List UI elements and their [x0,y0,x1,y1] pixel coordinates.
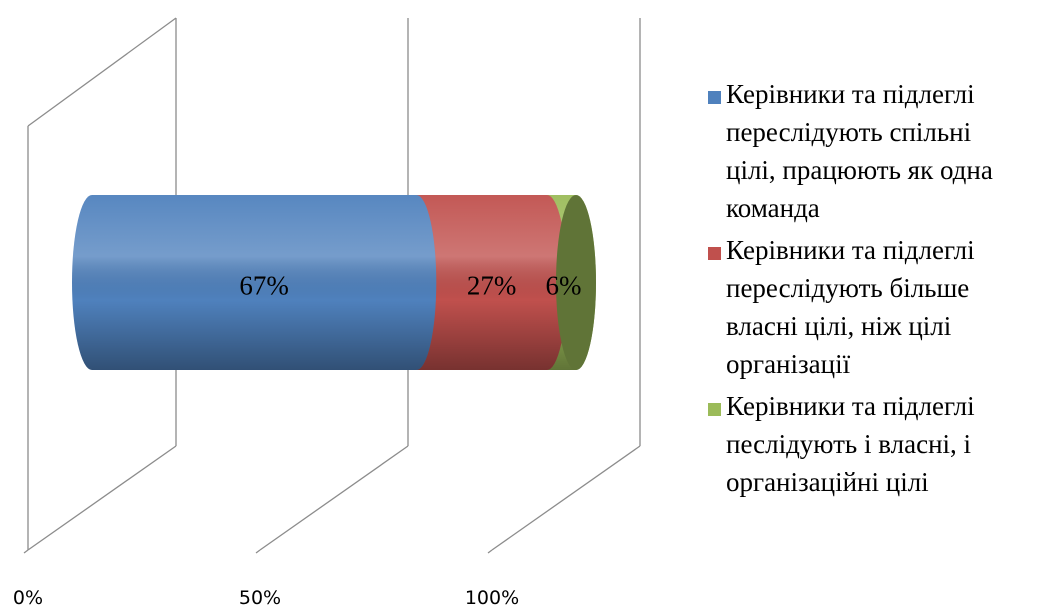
cylinder-bar [72,195,596,370]
data-label: 6% [545,271,581,301]
legend-label: власні цілі, ніж цілі [726,311,951,341]
data-labels: 67% 27% 6% [239,271,581,301]
data-label: 27% [467,271,517,301]
legend-label: Керівники та підлеглі [726,391,975,421]
floor-gridline [259,445,409,551]
legend-label: песлідують і власні, і [726,429,971,459]
x-tick-label: 50% [239,587,281,608]
legend-swatch [708,247,721,260]
floor-gridline [27,445,177,551]
data-label: 67% [239,271,289,301]
wall-top-edge [27,17,177,127]
axis-tick-mark [487,549,493,554]
legend-label: переслідують спільні [726,117,971,147]
x-tick-label: 100% [465,587,519,608]
x-axis-ticks: 0% 50% 100% [13,587,519,608]
legend-label: Керівники та підлеглі [726,235,975,265]
cylinder-segment-shading [396,195,567,370]
cylinder-end-cap [556,195,596,370]
legend-swatch [708,91,721,104]
legend-label: переслідують більше [726,273,969,303]
legend-label: організаційні цілі [726,467,929,497]
legend-label: цілі, працюють як одна [726,155,993,185]
legend-label: команда [726,193,820,223]
x-tick-label: 0% [13,587,43,608]
legend-label: організації [726,349,851,379]
axis-tick-mark [23,549,29,554]
legend-label: Керівники та підлеглі [726,79,975,109]
axis-tick-mark [255,549,261,554]
legend: Керівники та підлеглі переслідують спільн… [708,79,993,497]
cylinder-segment-shading [72,195,437,370]
floor-gridline [491,445,641,551]
legend-swatch [708,403,721,416]
